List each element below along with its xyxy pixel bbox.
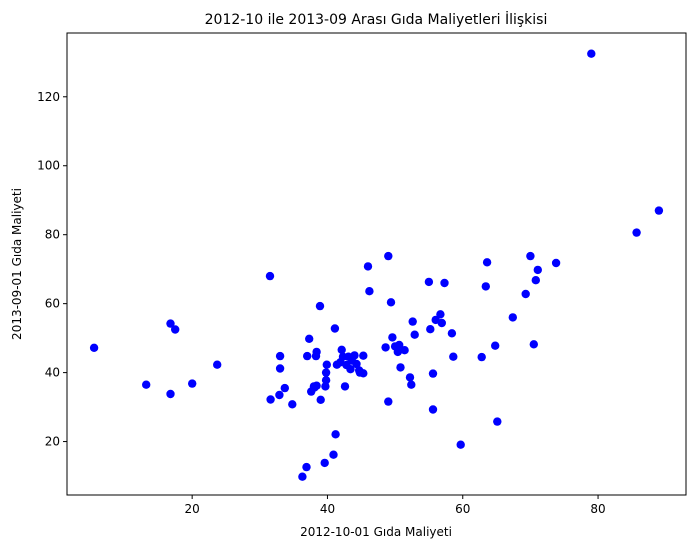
- data-point: [89, 343, 99, 352]
- data-point: [456, 440, 465, 449]
- data-point: [331, 430, 340, 439]
- data-point: [312, 347, 321, 357]
- plot-area: [89, 49, 664, 481]
- data-point: [275, 351, 285, 361]
- data-point: [302, 462, 311, 472]
- x-tick-label: 20: [185, 502, 200, 516]
- data-point: [312, 381, 321, 390]
- data-point: [166, 319, 175, 328]
- data-point: [551, 258, 561, 268]
- data-point: [384, 397, 393, 406]
- data-point: [654, 206, 664, 215]
- data-point: [321, 368, 331, 377]
- data-point: [587, 49, 596, 58]
- data-point: [330, 324, 340, 333]
- x-tick-label: 60: [455, 502, 470, 516]
- data-point: [491, 341, 500, 350]
- data-point: [508, 313, 517, 322]
- data-point: [521, 289, 530, 299]
- data-point: [359, 351, 368, 360]
- data-point: [275, 390, 284, 400]
- data-point: [447, 329, 457, 338]
- plot-frame: [66, 32, 687, 496]
- data-point: [381, 343, 390, 352]
- data-point: [350, 351, 359, 360]
- data-point: [396, 363, 405, 372]
- data-point: [265, 271, 275, 281]
- y-axis-label: 2013-09-01 Gıda Maliyeti: [10, 188, 24, 340]
- data-point: [188, 379, 197, 388]
- data-point: [388, 333, 397, 342]
- x-tick-label: 40: [320, 502, 335, 516]
- x-axis: 20 40 60 80: [185, 495, 606, 516]
- data-point: [526, 251, 535, 261]
- y-tick-label: 40: [45, 366, 60, 380]
- data-point: [436, 310, 445, 319]
- data-point: [408, 317, 417, 326]
- data-point: [213, 360, 222, 369]
- data-point: [529, 340, 538, 349]
- data-point: [481, 282, 490, 291]
- data-point: [410, 330, 419, 339]
- data-point: [386, 298, 396, 307]
- data-point: [298, 472, 307, 481]
- data-point: [321, 382, 330, 391]
- data-point: [384, 251, 393, 261]
- data-point: [320, 458, 329, 468]
- y-tick-label: 60: [45, 297, 60, 311]
- data-point: [280, 383, 289, 393]
- data-point: [426, 325, 435, 334]
- data-point: [166, 389, 175, 399]
- data-point: [449, 352, 458, 361]
- y-axis: 20 40 60 80 100 120: [37, 90, 67, 449]
- data-point: [337, 345, 346, 354]
- data-point: [316, 395, 325, 404]
- chart-title: 2012-10 ile 2013-09 Arası Gıda Maliyetle…: [205, 10, 548, 28]
- y-tick-label: 80: [45, 228, 60, 242]
- data-point: [482, 258, 492, 267]
- data-point: [424, 277, 434, 287]
- data-point: [440, 278, 449, 288]
- y-tick-label: 120: [37, 90, 60, 104]
- data-point: [288, 400, 297, 409]
- data-point: [395, 340, 404, 350]
- data-point: [266, 395, 275, 404]
- x-tick-label: 80: [590, 502, 605, 516]
- data-point: [303, 351, 312, 361]
- data-point: [359, 369, 368, 378]
- data-point: [407, 380, 416, 389]
- data-point: [393, 347, 402, 357]
- data-point: [305, 334, 314, 343]
- data-point: [322, 360, 331, 369]
- data-point: [428, 369, 438, 378]
- data-point: [315, 301, 325, 311]
- data-point: [352, 359, 361, 369]
- y-tick-label: 20: [45, 435, 60, 449]
- data-point: [437, 318, 446, 328]
- data-point: [493, 417, 502, 426]
- data-point: [533, 265, 542, 275]
- x-axis-label: 2012-10-01 Gıda Maliyeti: [300, 525, 452, 539]
- data-point: [275, 364, 285, 373]
- data-point: [365, 287, 374, 296]
- y-tick-label: 100: [37, 159, 60, 173]
- data-point: [142, 380, 151, 389]
- data-point: [531, 276, 540, 285]
- data-point: [346, 365, 355, 374]
- data-point: [340, 382, 350, 391]
- data-point: [321, 376, 331, 385]
- data-point: [171, 325, 180, 334]
- data-point: [329, 450, 338, 459]
- data-point: [363, 262, 373, 271]
- data-point: [405, 373, 415, 382]
- data-point: [632, 228, 641, 237]
- data-point: [477, 352, 486, 362]
- data-point: [400, 346, 409, 355]
- data-point: [428, 405, 438, 414]
